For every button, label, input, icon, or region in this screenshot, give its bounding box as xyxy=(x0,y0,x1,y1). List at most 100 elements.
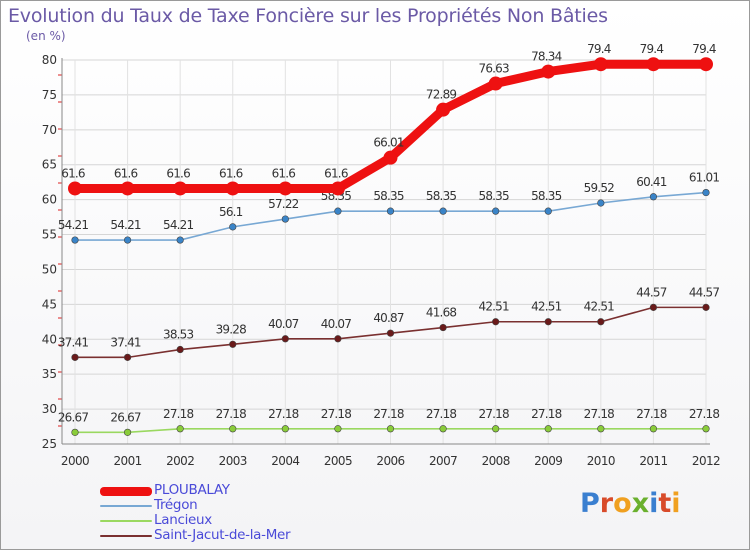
logo-letter: r xyxy=(599,488,614,519)
data-label-tr-gon: 58.35 xyxy=(373,189,404,203)
data-point-ploubalay xyxy=(541,64,556,79)
data-label-ploubalay: 61.6 xyxy=(61,166,85,180)
logo-letter: i xyxy=(671,488,681,519)
y-tick-label: 40 xyxy=(42,332,57,346)
data-point-tr-gon xyxy=(334,207,342,215)
data-point-lancieux xyxy=(492,425,500,433)
data-point-tr-gon xyxy=(229,223,237,231)
data-point-lancieux xyxy=(544,425,552,433)
logo-letter: t xyxy=(658,488,672,519)
data-point-saint-jacut-de-la-mer xyxy=(123,353,132,361)
x-tick-label: 2005 xyxy=(324,454,352,468)
data-label-saint-jacut-de-la-mer: 44.57 xyxy=(689,285,720,299)
data-point-saint-jacut-de-la-mer xyxy=(281,335,289,343)
data-label-tr-gon: 56.1 xyxy=(219,205,243,219)
data-label-saint-jacut-de-la-mer: 42.51 xyxy=(478,300,509,314)
y-tick-label: 45 xyxy=(42,297,57,311)
x-tick-label: 2003 xyxy=(219,454,247,468)
data-point-tr-gon xyxy=(176,236,184,244)
data-point-tr-gon xyxy=(492,207,500,215)
data-label-saint-jacut-de-la-mer: 40.07 xyxy=(268,317,299,331)
data-label-lancieux: 27.18 xyxy=(689,407,720,421)
logo-letter: P xyxy=(580,488,600,519)
data-label-saint-jacut-de-la-mer: 38.53 xyxy=(163,328,194,342)
data-point-lancieux xyxy=(176,425,184,433)
data-label-ploubalay: 72.89 xyxy=(426,88,457,102)
data-point-saint-jacut-de-la-mer xyxy=(386,329,395,337)
data-point-saint-jacut-de-la-mer xyxy=(439,323,447,332)
data-label-saint-jacut-de-la-mer: 40.87 xyxy=(373,311,404,325)
data-point-saint-jacut-de-la-mer xyxy=(544,318,552,326)
y-tick-label: 25 xyxy=(42,437,57,451)
data-label-lancieux: 27.18 xyxy=(531,407,562,421)
x-tick-label: 2011 xyxy=(639,454,667,468)
x-tick-label: 2006 xyxy=(376,454,404,468)
data-label-lancieux: 27.18 xyxy=(426,407,457,421)
data-point-saint-jacut-de-la-mer xyxy=(229,340,237,348)
data-point-saint-jacut-de-la-mer xyxy=(492,318,500,326)
data-point-lancieux xyxy=(281,425,289,433)
x-tick-label: 2007 xyxy=(429,454,457,468)
data-point-lancieux xyxy=(229,425,237,433)
data-label-tr-gon: 59.52 xyxy=(584,181,615,195)
x-tick-label: 2004 xyxy=(271,454,299,468)
data-label-tr-gon: 54.21 xyxy=(58,218,89,232)
y-tick-label: 70 xyxy=(42,123,57,137)
y-tick-label: 50 xyxy=(42,262,57,276)
legend-swatch xyxy=(100,535,152,537)
data-point-ploubalay xyxy=(120,181,135,196)
data-point-saint-jacut-de-la-mer xyxy=(176,345,184,354)
x-tick-label: 2001 xyxy=(114,454,142,468)
data-point-saint-jacut-de-la-mer xyxy=(649,303,658,311)
x-tick-label: 2012 xyxy=(692,454,720,468)
data-label-tr-gon: 57.22 xyxy=(268,197,299,211)
data-label-lancieux: 27.18 xyxy=(636,407,667,421)
logo-letter: i xyxy=(649,488,659,519)
data-label-saint-jacut-de-la-mer: 42.51 xyxy=(584,300,615,314)
data-point-saint-jacut-de-la-mer xyxy=(702,303,710,311)
x-tick-label: 2009 xyxy=(534,454,562,468)
data-label-ploubalay: 61.6 xyxy=(272,166,296,180)
data-label-ploubalay: 79.4 xyxy=(587,42,611,56)
data-label-saint-jacut-de-la-mer: 37.41 xyxy=(58,335,89,349)
data-label-tr-gon: 54.21 xyxy=(110,218,141,232)
data-label-ploubalay: 66.01 xyxy=(373,136,404,150)
data-point-ploubalay xyxy=(68,181,82,196)
logo-letter: x xyxy=(631,488,650,519)
data-label-lancieux: 27.18 xyxy=(216,407,247,421)
data-label-ploubalay: 79.4 xyxy=(692,42,716,56)
data-point-ploubalay xyxy=(488,76,503,91)
y-tick-label: 60 xyxy=(42,193,57,207)
chart-title: Evolution du Taux de Taxe Foncière sur l… xyxy=(8,5,608,27)
data-point-lancieux xyxy=(386,425,395,433)
data-label-saint-jacut-de-la-mer: 42.51 xyxy=(531,300,562,314)
data-label-tr-gon: 58.35 xyxy=(531,189,562,203)
data-point-ploubalay xyxy=(699,57,713,72)
data-point-lancieux xyxy=(439,425,447,433)
data-label-lancieux: 27.18 xyxy=(478,407,509,421)
data-label-lancieux: 26.67 xyxy=(110,410,141,424)
data-point-lancieux xyxy=(702,425,710,433)
data-label-saint-jacut-de-la-mer: 37.41 xyxy=(110,335,141,349)
data-point-ploubalay xyxy=(593,57,608,72)
data-point-tr-gon xyxy=(71,236,79,244)
data-point-ploubalay xyxy=(225,181,240,196)
x-tick-label: 2010 xyxy=(587,454,615,468)
data-label-saint-jacut-de-la-mer: 44.57 xyxy=(636,285,667,299)
y-tick-label: 80 xyxy=(42,53,57,67)
data-point-tr-gon xyxy=(702,188,710,197)
data-point-saint-jacut-de-la-mer xyxy=(334,335,342,343)
data-point-lancieux xyxy=(649,425,658,433)
data-point-lancieux xyxy=(71,428,79,436)
data-point-saint-jacut-de-la-mer xyxy=(597,318,605,326)
x-tick-label: 2008 xyxy=(482,454,510,468)
data-label-ploubalay: 61.6 xyxy=(324,166,348,180)
data-label-ploubalay: 78.34 xyxy=(531,50,562,64)
data-label-tr-gon: 61.01 xyxy=(689,171,720,185)
y-tick-label: 65 xyxy=(42,158,57,172)
data-point-tr-gon xyxy=(597,199,605,207)
data-label-ploubalay: 79.4 xyxy=(640,42,664,56)
data-point-lancieux xyxy=(597,425,605,433)
data-point-ploubalay xyxy=(646,57,661,72)
